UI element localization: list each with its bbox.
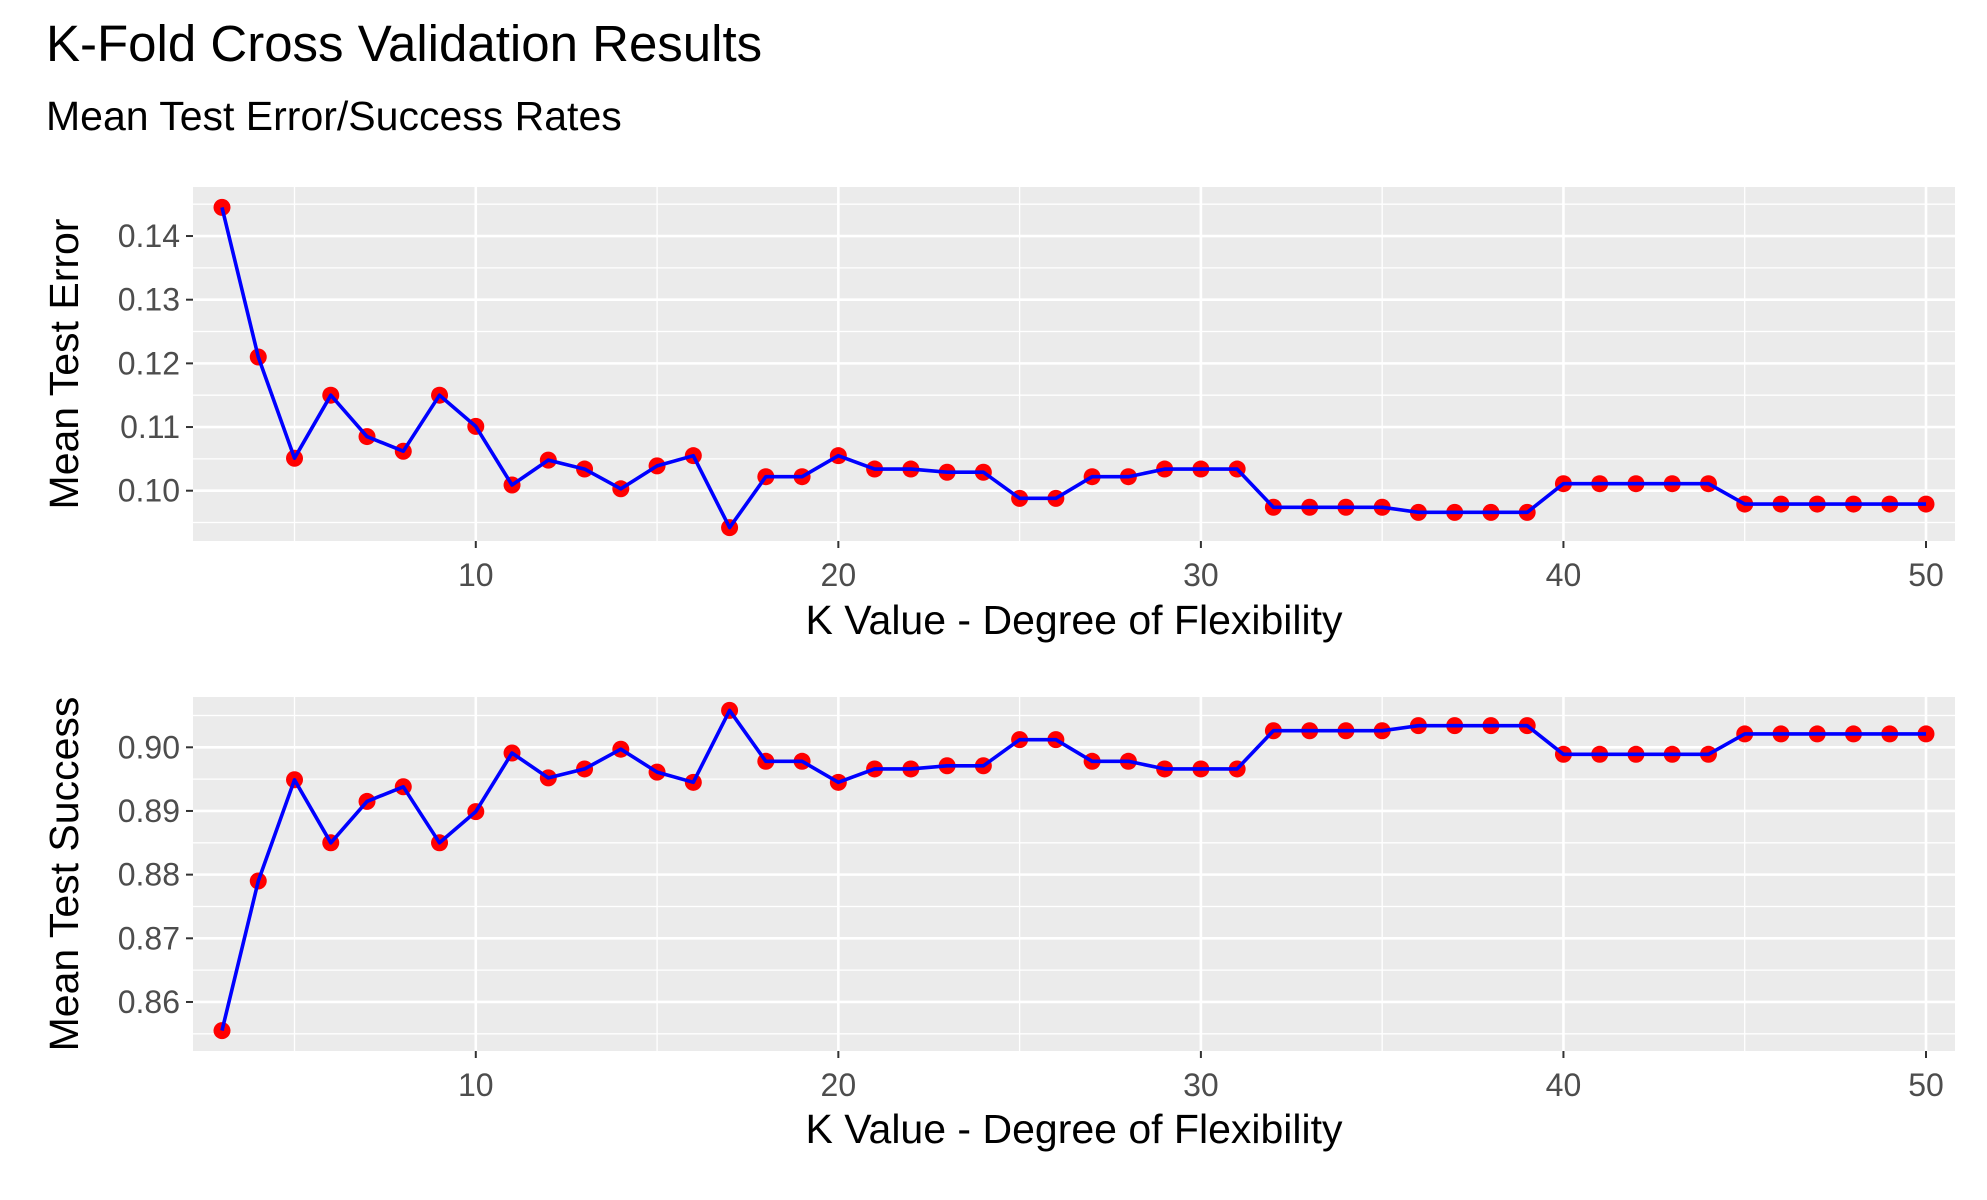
series-line [220,206,1926,530]
x-tick-label: 40 [1546,1067,1582,1103]
series-line [220,708,1926,1032]
y-tick-label: 0.10 [118,473,180,509]
x-tick-label: 20 [821,557,857,593]
x-tick-label: 30 [1183,557,1219,593]
y-tick-label: 0.14 [118,218,180,254]
y-axis-label: Mean Test Success [41,697,87,1052]
y-tick-label: 0.88 [118,857,180,893]
x-tick-label: 10 [458,557,494,593]
y-axis-label: Mean Test Error [41,219,87,510]
data-point [213,198,231,216]
y-tick-label: 0.90 [118,729,180,765]
plot-panel-1: 10 20 30 40 50 0.10 0.11 0.12 0.13 0.14 K Value - … [41,187,1955,643]
x-tick-label: 10 [458,1067,494,1103]
y-tick-label: 0.11 [120,409,180,445]
x-tick-label: 50 [1908,557,1944,593]
y-tick-label: 0.12 [118,345,180,381]
x-axis-label: K Value - Degree of Flexibility [805,1106,1343,1152]
x-tick-label: 50 [1908,1067,1944,1103]
x-tick-label: 20 [821,1067,857,1103]
plot-panel-2: 10 20 30 40 50 0.86 0.87 0.88 0.89 0.90 K Value - … [41,697,1955,1152]
x-tick-label: 30 [1183,1067,1219,1103]
data-point [213,1022,231,1040]
x-axis-label: K Value - Degree of Flexibility [805,597,1343,643]
y-tick-label: 0.89 [118,793,180,829]
y-tick-label: 0.86 [118,984,180,1020]
chart-subtitle: Mean Test Error/Success Rates [46,93,622,139]
x-tick-label: 40 [1546,557,1582,593]
y-tick-label: 0.87 [118,920,180,956]
chart-title: K-Fold Cross Validation Results [46,15,763,72]
y-tick-label: 0.13 [118,282,180,318]
